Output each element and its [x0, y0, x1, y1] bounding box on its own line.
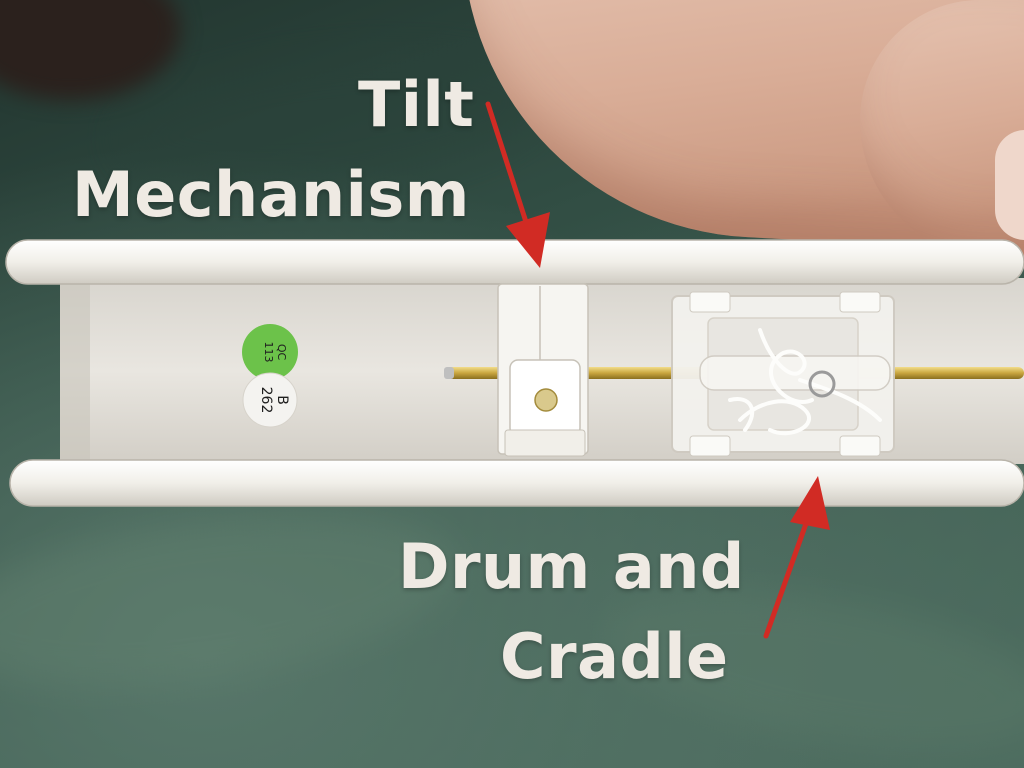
tilt-arrow — [485, 101, 550, 268]
bottom-rail — [9, 459, 1024, 507]
batch-sticker-line1: B — [274, 395, 290, 405]
tilt-mechanism-foot — [504, 429, 586, 457]
drum-arrow — [763, 476, 830, 639]
drum-label-line2: Cradle — [500, 620, 729, 693]
cradle-clip — [839, 435, 881, 457]
qc-sticker-line2: 113 — [262, 341, 275, 363]
tilt-label-line2: Mechanism — [72, 158, 470, 231]
cradle-clip — [689, 291, 731, 313]
fingernail — [995, 130, 1024, 240]
cord-ring — [808, 370, 836, 398]
drum-label-line1: Drum and — [398, 530, 745, 603]
channel-end — [60, 278, 90, 464]
batch-sticker-label: B 262 — [250, 378, 290, 422]
cradle-clip — [839, 291, 881, 313]
qc-sticker-line1: QC — [275, 343, 288, 361]
batch-sticker-line2: 262 — [258, 386, 274, 414]
tilt-label-line1: Tilt — [358, 68, 475, 141]
qc-sticker-label: QC 113 — [252, 330, 288, 374]
top-rail — [5, 239, 1024, 285]
cradle-clip — [689, 435, 731, 457]
qc-sticker — [242, 324, 298, 380]
brass-rivet — [534, 388, 558, 412]
batch-sticker — [242, 372, 298, 428]
tilt-rod-end — [444, 367, 454, 379]
